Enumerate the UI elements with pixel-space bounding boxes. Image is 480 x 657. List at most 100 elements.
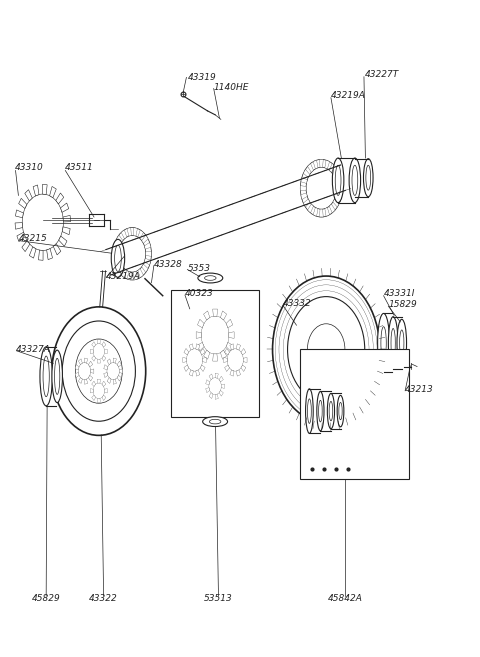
Polygon shape [60,203,69,212]
Polygon shape [17,233,25,242]
Text: 43322: 43322 [89,594,118,603]
Polygon shape [63,215,71,222]
Polygon shape [29,247,36,258]
Polygon shape [56,193,64,204]
Polygon shape [301,193,307,200]
Text: 43327A: 43327A [16,345,51,354]
Polygon shape [102,395,106,401]
Polygon shape [209,374,213,380]
Polygon shape [204,350,210,359]
Circle shape [307,324,345,375]
Polygon shape [303,170,310,177]
Polygon shape [229,332,234,338]
Text: 45842A: 45842A [328,594,363,603]
Circle shape [231,354,240,366]
Polygon shape [105,388,107,393]
Polygon shape [59,236,67,246]
Polygon shape [92,381,96,386]
Polygon shape [241,348,246,355]
Circle shape [227,349,243,371]
Circle shape [306,168,336,209]
Circle shape [110,367,117,376]
Polygon shape [221,384,225,388]
Ellipse shape [352,166,358,195]
Text: 45829: 45829 [32,594,60,603]
Polygon shape [133,227,137,236]
Polygon shape [138,230,144,238]
Ellipse shape [332,158,344,202]
Polygon shape [113,358,116,363]
Polygon shape [105,350,107,353]
Polygon shape [333,170,339,177]
Polygon shape [204,311,210,320]
Ellipse shape [52,350,62,403]
Polygon shape [144,242,151,249]
Polygon shape [313,208,318,216]
Polygon shape [138,269,144,278]
Polygon shape [117,264,123,273]
Polygon shape [97,340,100,344]
Ellipse shape [319,400,322,422]
Polygon shape [336,193,342,200]
Polygon shape [215,394,218,399]
Polygon shape [329,204,335,213]
Polygon shape [97,399,100,402]
Circle shape [273,276,380,423]
Circle shape [96,387,102,395]
Ellipse shape [329,401,333,421]
Polygon shape [84,358,88,363]
Ellipse shape [203,417,228,426]
Polygon shape [220,350,227,359]
Ellipse shape [381,327,386,359]
Polygon shape [223,357,227,363]
Polygon shape [230,344,234,350]
Circle shape [107,363,120,380]
Polygon shape [213,354,217,361]
Polygon shape [213,309,217,316]
Polygon shape [49,187,56,198]
Polygon shape [237,344,240,350]
Polygon shape [313,160,318,169]
Text: 43319: 43319 [187,73,216,82]
Text: 43213: 43213 [405,385,434,394]
Polygon shape [196,370,200,376]
Polygon shape [117,235,123,243]
Text: 5353: 5353 [187,263,210,273]
Polygon shape [308,164,313,172]
Polygon shape [196,332,201,338]
Polygon shape [226,319,233,328]
Ellipse shape [327,394,335,429]
Polygon shape [15,210,24,217]
Polygon shape [333,199,339,207]
Polygon shape [102,342,106,347]
Ellipse shape [308,399,312,423]
Ellipse shape [115,245,121,271]
Text: 43328: 43328 [154,260,182,269]
Circle shape [62,321,135,421]
Polygon shape [92,356,96,361]
Polygon shape [102,356,106,361]
Polygon shape [184,365,189,371]
Polygon shape [104,373,108,378]
Polygon shape [121,230,127,238]
Polygon shape [300,186,306,191]
Polygon shape [336,177,342,183]
Polygon shape [113,379,116,384]
Ellipse shape [349,158,360,202]
Ellipse shape [335,166,341,195]
Polygon shape [62,227,70,235]
Polygon shape [189,344,193,350]
Text: 43310: 43310 [15,164,44,172]
Text: 43219A: 43219A [331,91,366,100]
Text: 43215: 43215 [19,234,48,243]
Circle shape [190,354,199,366]
Polygon shape [15,223,23,229]
Polygon shape [22,240,30,252]
Polygon shape [183,357,187,363]
Polygon shape [219,390,223,396]
Ellipse shape [378,313,390,373]
Polygon shape [107,378,111,384]
Polygon shape [88,361,93,367]
Polygon shape [225,348,229,355]
Circle shape [93,383,105,399]
